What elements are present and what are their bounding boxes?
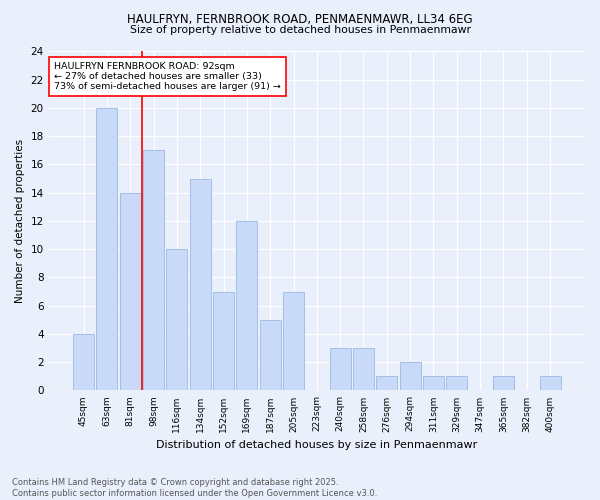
- Bar: [493, 376, 514, 390]
- Bar: [423, 376, 444, 390]
- Bar: [73, 334, 94, 390]
- Bar: [353, 348, 374, 391]
- Bar: [120, 192, 140, 390]
- Bar: [97, 108, 118, 391]
- Text: HAULFRYN FERNBROOK ROAD: 92sqm
← 27% of detached houses are smaller (33)
73% of : HAULFRYN FERNBROOK ROAD: 92sqm ← 27% of …: [54, 62, 281, 92]
- Text: HAULFRYN, FERNBROOK ROAD, PENMAENMAWR, LL34 6EG: HAULFRYN, FERNBROOK ROAD, PENMAENMAWR, L…: [127, 12, 473, 26]
- Bar: [539, 376, 560, 390]
- Bar: [260, 320, 281, 390]
- Text: Size of property relative to detached houses in Penmaenmawr: Size of property relative to detached ho…: [130, 25, 470, 35]
- Bar: [236, 221, 257, 390]
- X-axis label: Distribution of detached houses by size in Penmaenmawr: Distribution of detached houses by size …: [156, 440, 478, 450]
- Bar: [166, 249, 187, 390]
- Bar: [213, 292, 234, 390]
- Y-axis label: Number of detached properties: Number of detached properties: [15, 139, 25, 303]
- Bar: [190, 178, 211, 390]
- Bar: [446, 376, 467, 390]
- Bar: [143, 150, 164, 390]
- Text: Contains HM Land Registry data © Crown copyright and database right 2025.
Contai: Contains HM Land Registry data © Crown c…: [12, 478, 377, 498]
- Bar: [400, 362, 421, 390]
- Bar: [329, 348, 350, 391]
- Bar: [283, 292, 304, 390]
- Bar: [376, 376, 397, 390]
